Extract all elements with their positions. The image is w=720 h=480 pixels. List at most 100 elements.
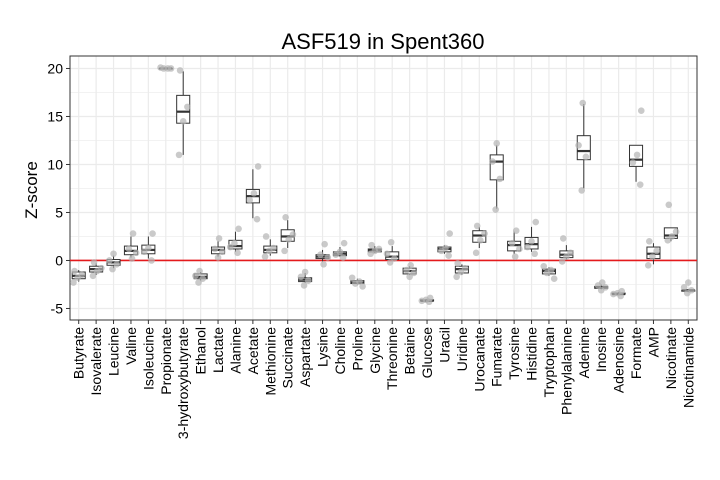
x-tick-label: Inosine: [593, 327, 609, 372]
x-tick-label: Threonine: [384, 327, 400, 390]
box-group: [211, 235, 226, 261]
data-point: [176, 67, 184, 74]
plot-area: -5 0 5 10 15 20 Butyrate Isovalerate Leucine Vali…: [47, 55, 698, 439]
data-point: [324, 254, 332, 261]
data-point: [304, 277, 312, 284]
box-group: [383, 238, 400, 266]
box-group: [558, 235, 574, 265]
data-point: [246, 196, 254, 204]
x-tick-label: Uridine: [454, 327, 470, 372]
data-point: [496, 175, 504, 183]
x-tick-label: Histidine: [524, 327, 540, 381]
data-point: [70, 279, 77, 286]
data-point: [215, 235, 223, 242]
data-point: [78, 271, 86, 279]
x-tick-label: Leucine: [106, 327, 122, 376]
box-group: [540, 262, 558, 283]
data-point: [336, 248, 344, 256]
data-point: [348, 274, 356, 282]
data-point: [235, 225, 242, 233]
x-tick-label: Valine: [123, 327, 139, 365]
box-group: [89, 259, 105, 280]
data-point: [149, 230, 156, 237]
x-tick-label: Betaine: [402, 327, 418, 375]
data-point: [532, 218, 540, 226]
box-group: [489, 140, 504, 213]
data-point: [89, 272, 97, 280]
x-tick-label: Fumarate: [489, 327, 505, 387]
data-point: [98, 264, 105, 272]
x-tick-label: Nicotinamide: [680, 327, 696, 408]
data-point: [547, 266, 555, 274]
data-point: [644, 261, 652, 269]
data-point: [387, 238, 395, 246]
chart-title: ASF519 in Spent360: [281, 29, 484, 54]
data-point: [157, 64, 164, 71]
data-point: [282, 213, 289, 221]
data-point: [195, 279, 202, 286]
data-point: [128, 255, 136, 262]
box-group: [629, 107, 645, 188]
data-point: [106, 257, 113, 264]
data-point: [262, 233, 270, 240]
box-group: [348, 274, 366, 290]
data-point: [633, 151, 641, 159]
data-point: [540, 262, 548, 270]
data-point: [386, 259, 394, 266]
x-tick-label: Glycine: [367, 327, 383, 374]
data-point: [300, 282, 308, 289]
x-tick-label: Adenine: [576, 327, 592, 379]
data-point: [618, 287, 626, 295]
data-point: [567, 249, 574, 257]
box-group: [610, 287, 626, 300]
box-group: [315, 240, 332, 268]
data-point: [125, 245, 133, 253]
data-point: [254, 163, 262, 170]
box-group: [594, 279, 609, 294]
x-tick-label: Lysine: [315, 327, 331, 367]
box-group: [367, 241, 383, 258]
x-tick-label: 3-hydroxybutyrate: [175, 327, 191, 439]
data-point: [426, 294, 434, 302]
data-point: [579, 99, 587, 107]
data-point: [285, 236, 293, 243]
y-tick-label: 5: [55, 204, 63, 220]
data-point: [461, 264, 469, 272]
box-group: [192, 267, 208, 286]
box-group: [575, 99, 591, 194]
data-point: [179, 117, 187, 125]
data-point: [446, 230, 453, 237]
data-point: [672, 228, 680, 235]
data-point: [383, 250, 391, 258]
data-point: [684, 279, 692, 286]
data-point: [250, 189, 258, 197]
data-point: [524, 243, 531, 251]
data-point: [339, 254, 347, 261]
data-point: [629, 159, 637, 166]
x-tick-label: Tryptophan: [541, 327, 557, 397]
data-point: [297, 273, 305, 281]
x-tick-label: Alanine: [227, 327, 243, 374]
data-point: [489, 158, 496, 165]
plot-panel-border: [69, 55, 698, 321]
data-point: [508, 239, 516, 247]
x-tick-label: Nicotinate: [663, 327, 679, 389]
x-tick-label: Succinate: [280, 327, 296, 389]
data-point: [132, 249, 140, 257]
data-point: [226, 243, 234, 251]
data-point: [528, 237, 535, 245]
data-point: [645, 237, 653, 245]
x-tick-label: Proline: [349, 327, 365, 371]
box-group: [245, 163, 262, 223]
box-group: [175, 67, 191, 159]
x-tick-label: Choline: [332, 327, 348, 375]
data-point: [407, 261, 414, 269]
data-point: [665, 201, 673, 209]
x-tick-label: Propionate: [158, 327, 174, 395]
box-group: [644, 237, 661, 269]
data-point: [301, 268, 309, 276]
data-point: [196, 267, 203, 275]
data-point: [637, 107, 645, 115]
data-point: [321, 240, 328, 248]
data-point: [481, 230, 488, 237]
